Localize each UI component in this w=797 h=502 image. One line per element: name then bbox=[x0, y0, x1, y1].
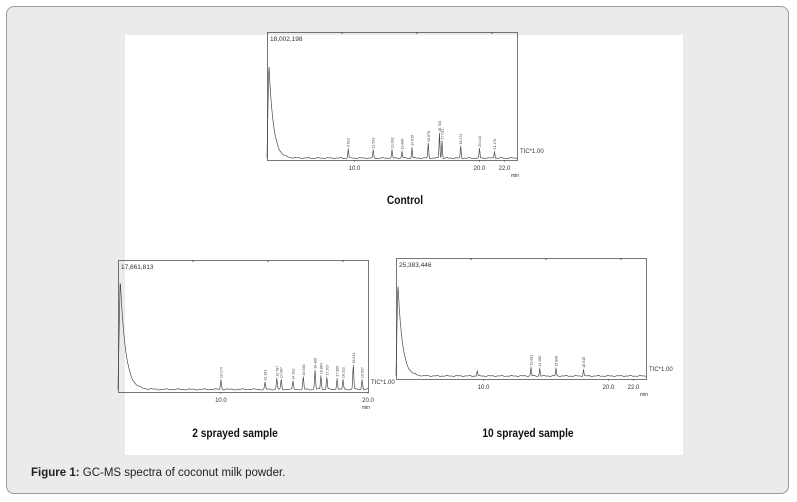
x-tick-label: 10.0 bbox=[215, 398, 227, 404]
plot-frame bbox=[396, 258, 647, 380]
peak-label: 13.062 bbox=[391, 137, 395, 148]
plot-frame bbox=[267, 32, 518, 161]
peak-label: 15.876 bbox=[427, 131, 431, 142]
max-intensity-label: 17,861,813 bbox=[121, 264, 154, 271]
peak-label: 13.811 bbox=[530, 355, 534, 366]
peak-label: 21.176 bbox=[493, 139, 497, 150]
peak-label: 15.636 bbox=[302, 364, 306, 375]
plot-frame bbox=[118, 260, 369, 393]
peak-label: 15.808 bbox=[555, 356, 559, 367]
chart-title: 10 sprayed sample bbox=[482, 427, 573, 440]
x-tick-label: 20.0 bbox=[603, 385, 615, 391]
x-tick-label: 10.0 bbox=[478, 385, 490, 391]
peak-label: 18.474 bbox=[459, 134, 463, 145]
peak-label: 16.854 bbox=[319, 363, 323, 374]
trace-line bbox=[117, 283, 369, 391]
trace-line bbox=[395, 286, 647, 377]
chromatogram-control: 18,002,198 9.613 11.533 13.062 13.896 14.615 1… bbox=[266, 32, 544, 207]
caption-label: Figure 1: bbox=[31, 467, 80, 479]
peak-label: 19.637 bbox=[361, 367, 365, 378]
chromatogram-2-sprayed: 17,861,813 10.174 13.181 13.787 14.067 14.932… bbox=[117, 260, 395, 440]
peak-label: 20.143 bbox=[478, 136, 482, 147]
chromatogram-10-sprayed: 25,383,446 13.811 14.485 15.808 18.015 TIC*1.… bbox=[395, 258, 673, 440]
peak-label: 11.533 bbox=[372, 138, 376, 149]
peak-label: 10.174 bbox=[219, 367, 223, 378]
x-tick-label: 20.0 bbox=[362, 398, 374, 404]
peak-label: 16.783 bbox=[438, 121, 442, 132]
x-unit-label: min bbox=[640, 392, 648, 398]
x-unit-label: min bbox=[362, 405, 370, 411]
chart-title: 2 sprayed sample bbox=[192, 427, 278, 440]
caption-text: GC-MS spectra of coconut milk powder. bbox=[79, 467, 286, 479]
scale-label: TIC*1.00 bbox=[649, 367, 673, 373]
peak-label: 16.406 bbox=[314, 358, 318, 369]
peak-label: 14.485 bbox=[538, 356, 542, 367]
figure-caption: Figure 1: GC-MS spectra of coconut milk … bbox=[31, 467, 285, 479]
peak-label: 9.613 bbox=[347, 138, 351, 147]
peak-label: 14.067 bbox=[280, 367, 284, 378]
x-tick-label: 22.0 bbox=[499, 166, 511, 172]
peak-label: 14.615 bbox=[411, 135, 415, 146]
figure-frame: Figure 1: GC-MS spectra of coconut milk … bbox=[6, 6, 789, 494]
peak-label: 13.896 bbox=[401, 139, 405, 150]
x-unit-label: min bbox=[511, 173, 519, 179]
peak-label: 17.011 bbox=[441, 129, 445, 140]
figure-image-area bbox=[125, 35, 683, 455]
x-tick-label: 20.0 bbox=[474, 166, 486, 172]
max-intensity-label: 25,383,446 bbox=[399, 262, 432, 269]
max-intensity-label: 18,002,198 bbox=[270, 36, 303, 43]
peak-label: 18.322 bbox=[342, 367, 346, 378]
peak-label: 19.013 bbox=[352, 353, 356, 364]
scale-label: TIC*1.00 bbox=[520, 149, 544, 155]
peak-label: 17.905 bbox=[336, 366, 340, 377]
chart-title: Control bbox=[387, 194, 423, 207]
peak-label: 17.207 bbox=[325, 364, 329, 375]
peak-label: 18.015 bbox=[582, 357, 586, 368]
scale-label: TIC*1.00 bbox=[371, 380, 395, 386]
peak-label: 13.181 bbox=[264, 370, 268, 381]
x-tick-label: 10.0 bbox=[349, 166, 361, 172]
x-tick-label: 22.0 bbox=[628, 385, 640, 391]
peak-label: 14.932 bbox=[292, 368, 296, 379]
peak-label: 13.787 bbox=[275, 366, 279, 377]
